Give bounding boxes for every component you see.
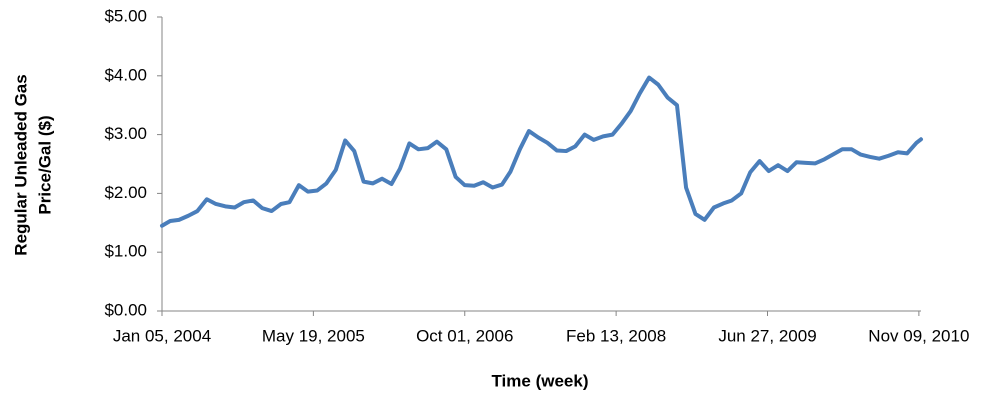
y-tick-label: $2.00 [104,183,147,202]
y-tick-label: $4.00 [104,65,147,84]
data-line [160,75,923,228]
y-tick-label: $0.00 [104,300,147,319]
y-axis-title-line: Price/Gal ($) [35,115,54,214]
x-tick-label: Oct 01, 2006 [416,326,513,345]
x-tick-label: Jun 27, 2009 [718,326,816,345]
x-tick-label: Feb 13, 2008 [566,326,666,345]
x-tick-label: Nov 09, 2010 [868,326,969,345]
x-tick-label: May 19, 2005 [262,326,365,345]
x-axis-title: Time (week) [491,371,588,390]
y-axis-title-line: Regular Unleaded Gas [11,74,30,255]
y-axis-title: Regular Unleaded Gas Price/Gal ($) [11,74,54,255]
x-tick-label: Jan 05, 2004 [113,326,211,345]
y-tick-label: $1.00 [104,242,147,261]
y-tick-label: $5.00 [104,6,147,25]
y-tick-label: $3.00 [104,124,147,143]
